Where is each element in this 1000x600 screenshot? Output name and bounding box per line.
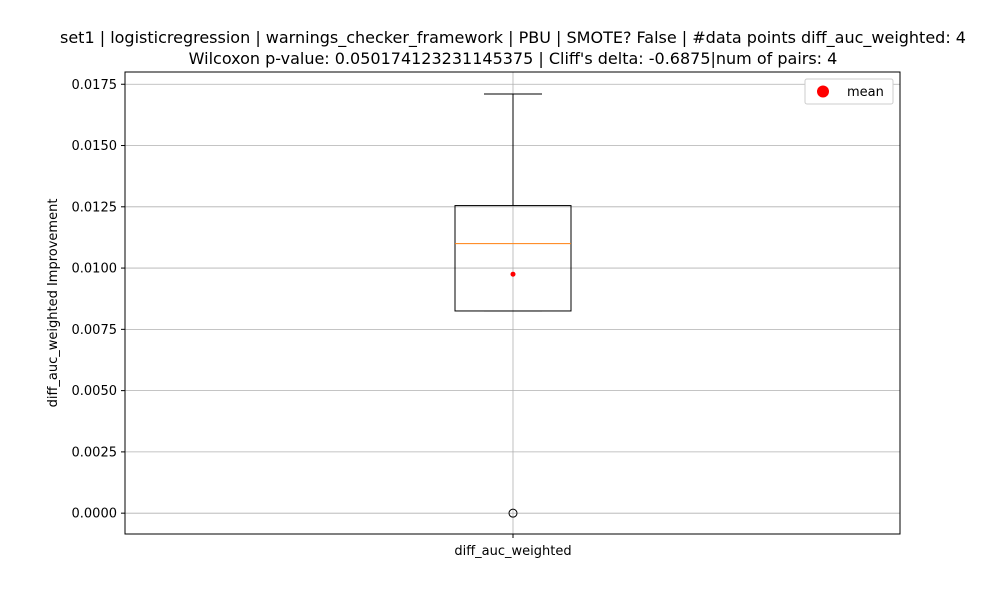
chart-title-line-1: set1 | logisticregression | warnings_che… bbox=[60, 28, 966, 48]
y-tick-label: 0.0125 bbox=[72, 200, 118, 215]
box-plot bbox=[454, 93, 572, 518]
y-axis-label: diff_auc_weighted Improvement bbox=[46, 199, 61, 408]
x-tick-label: diff_auc_weighted bbox=[454, 544, 571, 559]
y-tick-label: 0.0150 bbox=[72, 139, 118, 154]
legend: mean bbox=[804, 78, 894, 105]
outlier-point bbox=[508, 508, 518, 518]
chart-title-line-2: Wilcoxon p-value: 0.050174123231145375 |… bbox=[189, 49, 838, 68]
y-tick-label: 0.0025 bbox=[72, 445, 118, 460]
y-tick-label: 0.0175 bbox=[72, 78, 118, 93]
legend-box bbox=[804, 78, 894, 105]
box-iqr bbox=[454, 205, 572, 312]
y-tick-label: 0.0100 bbox=[72, 262, 118, 277]
y-axis: 0.0000 0.0025 0.0050 0.0075 0.0100 0.0125 0.01… bbox=[72, 78, 125, 522]
y-tick-label: 0.0050 bbox=[72, 384, 118, 399]
y-tick-label: 0.0000 bbox=[72, 507, 118, 522]
legend-mean-label: mean bbox=[847, 85, 884, 100]
x-axis: diff_auc_weighted bbox=[454, 534, 572, 559]
grid bbox=[125, 72, 900, 534]
mean-marker bbox=[510, 271, 516, 277]
legend-mean-marker bbox=[817, 85, 829, 98]
y-tick-label: 0.0075 bbox=[72, 323, 118, 338]
